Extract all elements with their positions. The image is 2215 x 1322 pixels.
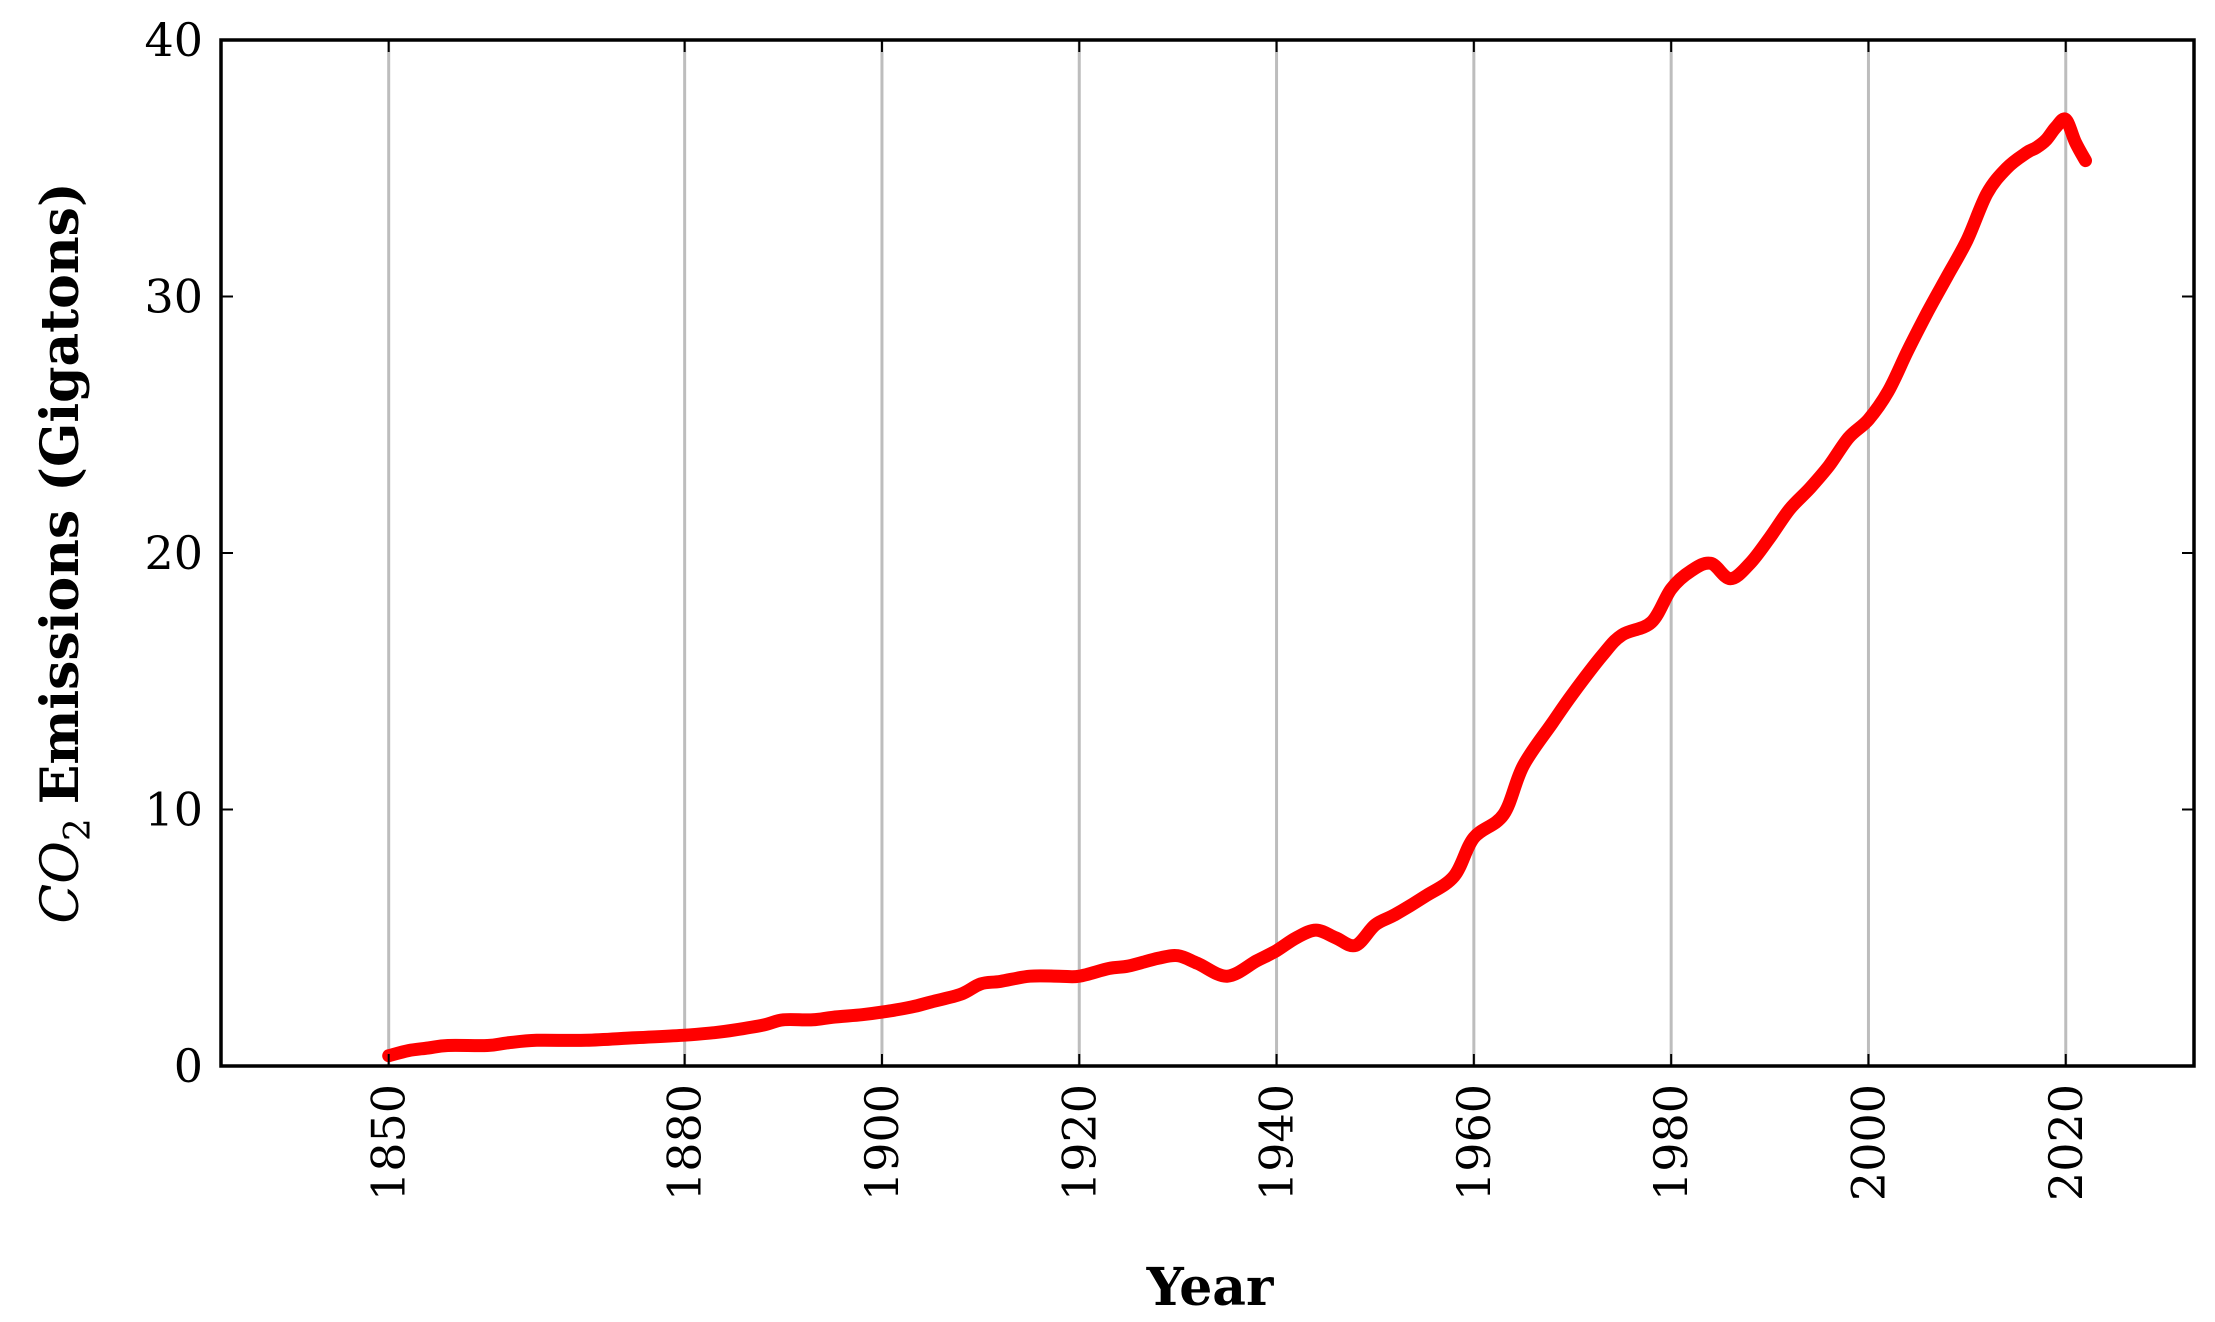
- y-axis-title: CO2 Emissions (Gigatons): [30, 182, 99, 923]
- x-tick-label: 1880: [658, 1084, 712, 1201]
- y-axis-title-text: Emissions (Gigatons): [30, 182, 91, 804]
- x-tick-label: 1980: [1644, 1084, 1698, 1201]
- series-line-co2: [382, 112, 2092, 1063]
- x-tick-label: 2020: [2039, 1084, 2093, 1201]
- y-axis-title-symbol: CO: [31, 841, 91, 923]
- plot-frame: [219, 38, 2196, 1068]
- x-tick-label: 1960: [1447, 1084, 1501, 1201]
- x-axis-title: Year: [1146, 1257, 1274, 1318]
- x-tick-label: 2000: [1841, 1084, 1895, 1201]
- y-tick-label: 10: [144, 783, 203, 837]
- y-tick-label: 0: [174, 1039, 203, 1093]
- y-tick-label: 30: [144, 270, 203, 324]
- x-tick-label: 1940: [1250, 1084, 1304, 1201]
- x-tick-label: 1900: [855, 1084, 909, 1201]
- x-tick-label: 1850: [362, 1084, 416, 1201]
- y-tick-label: 20: [144, 526, 203, 580]
- y-axis-title-subscript: 2: [58, 818, 99, 841]
- x-tick-labels: 1850 1880 1900 1920 1940 1960 1980 2000 2020: [362, 1084, 2093, 1201]
- x-tick-label: 1920: [1052, 1084, 1106, 1201]
- y-tick-label: 40: [144, 13, 203, 67]
- axis-ticks: [221, 39, 2194, 1067]
- grid-lines: [387, 40, 2068, 1066]
- series-group: [382, 112, 2092, 1063]
- y-tick-labels: 0 10 20 30 40: [144, 13, 203, 1093]
